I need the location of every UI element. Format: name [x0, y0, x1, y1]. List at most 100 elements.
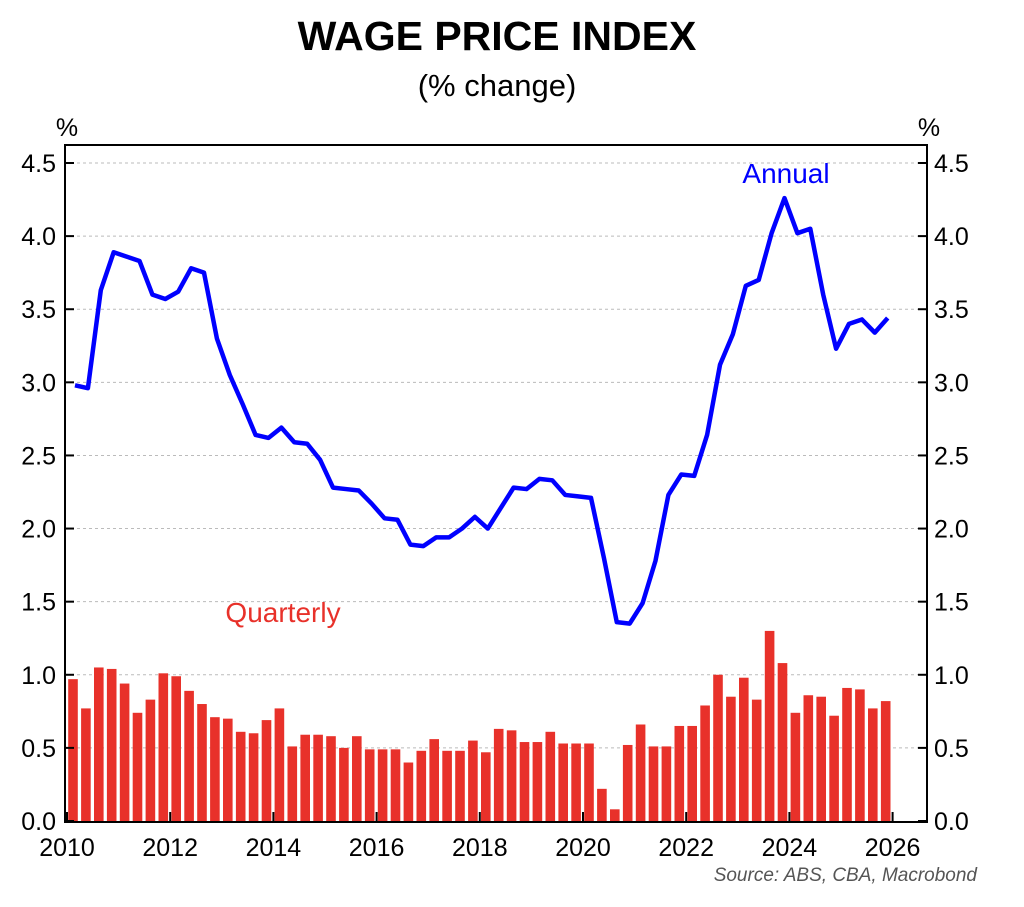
- quarterly-bar: [210, 717, 220, 821]
- quarterly-bar: [661, 746, 672, 821]
- quarterly-bar: [81, 708, 91, 821]
- quarterly-bar: [571, 743, 581, 821]
- y-tick-label-left: 1.5: [21, 589, 56, 617]
- quarterly-bar: [261, 720, 272, 821]
- quarterly-bar: [481, 752, 491, 821]
- quarterly-bar: [416, 750, 427, 821]
- quarterly-bar: [235, 731, 246, 821]
- quarterly-bar: [197, 704, 207, 821]
- y-tick-label-left: 3.5: [21, 296, 56, 324]
- chart-title: WAGE PRICE INDEX: [298, 13, 697, 59]
- y-tick-label-right: 3.0: [934, 369, 969, 397]
- quarterly-bar: [184, 690, 194, 821]
- quarterly-bar: [326, 736, 336, 821]
- quarterly-bar: [764, 630, 775, 821]
- quarterly-bar: [390, 749, 401, 821]
- quarterly-bar: [493, 728, 504, 821]
- x-tick-label: 2014: [246, 834, 302, 862]
- quarterly-bar: [158, 673, 169, 821]
- annotation-quarterly: Quarterly: [225, 597, 340, 628]
- x-tick-label: 2012: [142, 834, 198, 862]
- quarterly-bar: [635, 724, 646, 821]
- y-tick-label-left: 2.5: [21, 442, 56, 470]
- quarterly-bar: [171, 676, 181, 821]
- y-tick-label-right: 1.0: [934, 662, 969, 690]
- quarterly-bar: [816, 696, 826, 821]
- quarterly-bar: [519, 742, 530, 821]
- quarterly-bar: [842, 687, 852, 821]
- y-tick-label-right: 0.0: [934, 808, 969, 836]
- quarterly-bar: [880, 701, 891, 821]
- x-tick-label: 2022: [658, 834, 714, 862]
- quarterly-bar: [803, 695, 814, 821]
- y-tick-label-left: 1.0: [21, 662, 56, 690]
- quarterly-bar: [68, 679, 78, 821]
- y-axis-unit-left: %: [56, 114, 78, 142]
- quarterly-bar: [119, 683, 130, 821]
- quarterly-bar: [597, 788, 607, 821]
- quarterly-bar: [610, 809, 620, 821]
- quarterly-bar: [248, 733, 259, 821]
- y-tick-label-left: 0.5: [21, 735, 56, 763]
- quarterly-bar: [868, 708, 878, 821]
- quarterly-bar: [132, 712, 143, 821]
- quarterly-bar: [403, 762, 414, 821]
- source-note: Source: ABS, CBA, Macrobond: [714, 865, 979, 886]
- quarterly-bar: [274, 708, 285, 821]
- quarterly-bar: [855, 689, 865, 821]
- quarterly-bar: [739, 677, 749, 821]
- y-tick-label-left: 4.0: [21, 223, 56, 251]
- quarterly-bar: [455, 750, 465, 821]
- quarterly-bar: [223, 718, 233, 821]
- quarterly-bar: [687, 725, 697, 821]
- quarterly-bar: [829, 715, 839, 821]
- quarterly-bar: [313, 734, 323, 821]
- quarterly-bar: [442, 750, 452, 821]
- quarterly-bar: [751, 699, 762, 821]
- quarterly-bar: [622, 744, 633, 821]
- y-tick-label-right: 3.5: [934, 296, 969, 324]
- quarterly-bar: [532, 742, 543, 821]
- y-tick-label-right: 2.5: [934, 442, 969, 470]
- quarterly-bar: [700, 705, 710, 821]
- quarterly-bar: [790, 712, 801, 821]
- quarterly-bar: [674, 725, 685, 821]
- quarterly-bar: [377, 749, 388, 821]
- quarterly-bar: [713, 674, 723, 821]
- x-tick-label: 2016: [349, 834, 405, 862]
- x-tick-label: 2024: [762, 834, 818, 862]
- annotation-annual: Annual: [742, 158, 829, 189]
- y-tick-label-left: 3.0: [21, 369, 56, 397]
- quarterly-bar: [468, 740, 478, 821]
- y-tick-label-left: 0.0: [21, 808, 56, 836]
- y-tick-label-right: 2.0: [934, 516, 969, 544]
- quarterly-bar: [777, 663, 788, 821]
- y-tick-label-left: 2.0: [21, 516, 56, 544]
- quarterly-bar: [94, 667, 104, 821]
- quarterly-bar: [287, 746, 298, 821]
- x-tick-label: 2026: [865, 834, 921, 862]
- x-tick-label: 2010: [39, 834, 95, 862]
- y-axis-unit-right: %: [918, 114, 940, 142]
- y-tick-label-right: 4.0: [934, 223, 969, 251]
- quarterly-bar: [545, 731, 556, 821]
- quarterly-bar: [506, 730, 517, 821]
- quarterly-bar: [364, 749, 375, 821]
- quarterly-bar: [558, 743, 568, 821]
- quarterly-bar: [726, 696, 736, 821]
- x-tick-label: 2020: [555, 834, 611, 862]
- quarterly-bar: [584, 743, 594, 821]
- quarterly-bar: [429, 739, 439, 821]
- quarterly-bar: [300, 734, 310, 821]
- quarterly-bar: [352, 736, 362, 821]
- y-tick-label-right: 4.5: [934, 150, 969, 178]
- quarterly-bar: [339, 747, 349, 821]
- chart-subtitle: (% change): [418, 68, 577, 103]
- y-tick-label-left: 4.5: [21, 150, 56, 178]
- quarterly-bar: [106, 668, 117, 821]
- x-tick-label: 2018: [452, 834, 508, 862]
- annual-line: [74, 195, 890, 626]
- y-tick-label-right: 0.5: [934, 735, 969, 763]
- y-tick-label-right: 1.5: [934, 589, 969, 617]
